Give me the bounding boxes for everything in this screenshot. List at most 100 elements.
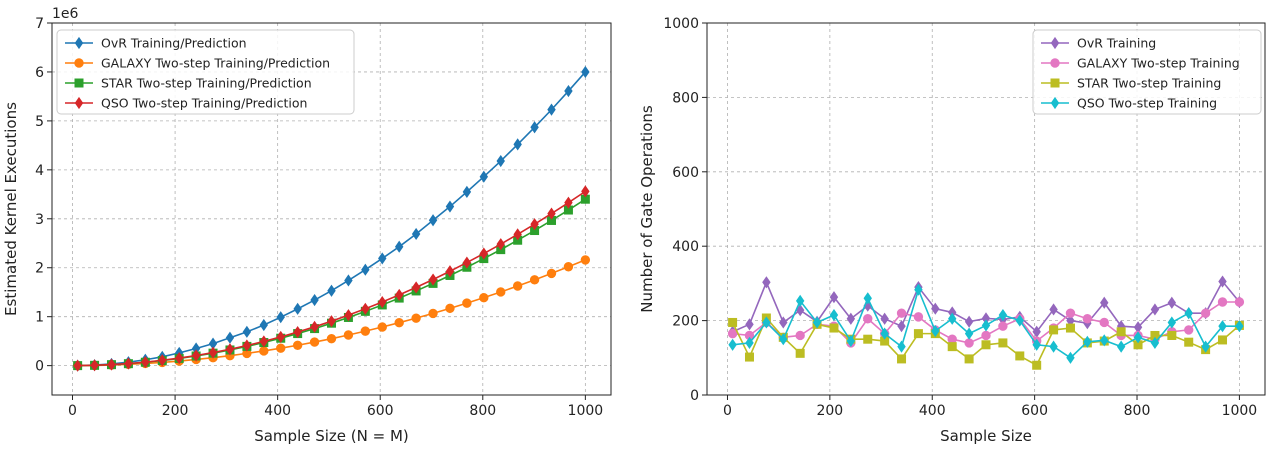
legend-item-star-two-step-training-prediction: STAR Two-step Training/Prediction <box>65 76 312 91</box>
data-point <box>445 303 455 314</box>
data-point <box>1100 334 1109 347</box>
data-point <box>779 333 788 346</box>
data-point <box>981 319 991 332</box>
data-point <box>744 352 754 362</box>
legend-item-ovr-training: OvR Training <box>1041 36 1156 51</box>
data-point <box>513 138 522 151</box>
left-chart-kernel-executions: 0 200 400 600 800 1000 0 1 2 3 4 5 6 7 Sample Size (N … <box>2 6 612 445</box>
y-axis-label: Estimated Kernel Executions <box>2 102 20 316</box>
data-point <box>479 247 489 260</box>
data-point <box>1218 275 1227 288</box>
data-point <box>880 327 889 340</box>
data-point <box>1116 327 1126 337</box>
data-point <box>581 185 590 198</box>
data-point <box>563 262 574 272</box>
data-point <box>225 343 235 356</box>
data-point <box>964 338 974 348</box>
plot-frame <box>51 22 612 396</box>
data-point <box>964 327 974 340</box>
x-tick-label: 1000 <box>568 403 604 419</box>
legend-marker <box>1050 96 1060 110</box>
y-tick-label: 3 <box>35 212 44 228</box>
data-point <box>846 334 856 348</box>
data-point <box>829 291 839 304</box>
x-tick-label: 800 <box>469 403 496 419</box>
data-point <box>259 335 269 348</box>
data-point <box>914 283 923 296</box>
data-point <box>530 218 539 231</box>
data-point <box>225 331 235 344</box>
data-point <box>1218 320 1227 333</box>
data-point <box>564 196 573 209</box>
data-point <box>1184 337 1194 347</box>
data-point <box>1167 296 1177 309</box>
data-point <box>913 312 924 322</box>
data-point <box>1082 314 1093 324</box>
data-point <box>1116 340 1126 353</box>
legend-label: STAR Two-step Training/Prediction <box>101 76 312 91</box>
legend-box <box>1032 29 1262 115</box>
data-point <box>309 337 320 347</box>
x-axis-label: Sample Size <box>940 427 1032 445</box>
legend-marker <box>1050 58 1060 68</box>
y-tick-label: 400 <box>672 239 699 255</box>
data-point <box>829 308 839 322</box>
data-point <box>1100 296 1109 309</box>
y-tick-label: 4 <box>35 163 44 179</box>
data-point <box>863 334 873 344</box>
data-point <box>411 227 421 241</box>
data-point <box>564 84 573 98</box>
series-line <box>77 259 586 367</box>
data-point <box>546 268 557 279</box>
y-tick-label: 6 <box>35 65 44 81</box>
data-point <box>1066 351 1075 364</box>
series-qso-two-step-training-prediction <box>73 185 590 372</box>
data-point <box>727 328 738 339</box>
legend-marker <box>74 36 84 50</box>
data-point <box>124 357 133 370</box>
data-point <box>795 304 805 317</box>
legend-marker <box>74 58 84 68</box>
series-star-two-step-training-prediction <box>73 194 590 371</box>
data-point <box>326 333 337 344</box>
legend-item-qso-two-step-training: QSO Two-step Training <box>1041 96 1217 111</box>
data-point <box>1083 335 1092 348</box>
y-tick-label: 200 <box>672 314 699 330</box>
data-point <box>1150 303 1160 316</box>
x-tick-label: 400 <box>264 403 291 419</box>
data-point <box>745 336 754 349</box>
data-point <box>728 338 737 351</box>
data-point <box>1065 308 1076 318</box>
data-point <box>762 276 771 289</box>
data-point <box>327 315 336 328</box>
series-qso-two-step-training <box>728 283 1244 364</box>
legend-label: OvR Training/Prediction <box>101 36 247 51</box>
data-point <box>361 263 370 276</box>
data-point <box>1049 340 1058 353</box>
data-point <box>394 318 404 328</box>
y-tick-label: 800 <box>672 90 699 106</box>
legend-label: STAR Two-step Training <box>1077 76 1221 91</box>
data-point <box>846 312 856 325</box>
data-point <box>1015 314 1024 327</box>
data-point <box>1235 320 1244 333</box>
data-point <box>259 318 269 332</box>
data-point <box>292 340 303 350</box>
data-point <box>981 340 991 350</box>
data-point <box>411 281 421 294</box>
data-point <box>981 330 991 341</box>
data-point <box>479 170 489 183</box>
data-point <box>998 338 1008 348</box>
right-chart-gate-operations: 0 200 400 600 800 1000 0 200 400 600 800 1000 Sample… <box>638 16 1266 445</box>
legend-box <box>56 29 355 115</box>
legend-item-star-two-step-training: STAR Two-step Training <box>1041 76 1221 91</box>
data-point <box>496 238 505 251</box>
data-point <box>208 346 218 359</box>
data-point <box>90 359 99 372</box>
y-tick-label: 5 <box>35 114 44 130</box>
y-tick-label: 7 <box>35 16 44 32</box>
data-point <box>1234 297 1245 307</box>
data-point <box>276 343 286 353</box>
y-tick-label: 1000 <box>663 16 699 32</box>
data-point <box>947 342 957 352</box>
